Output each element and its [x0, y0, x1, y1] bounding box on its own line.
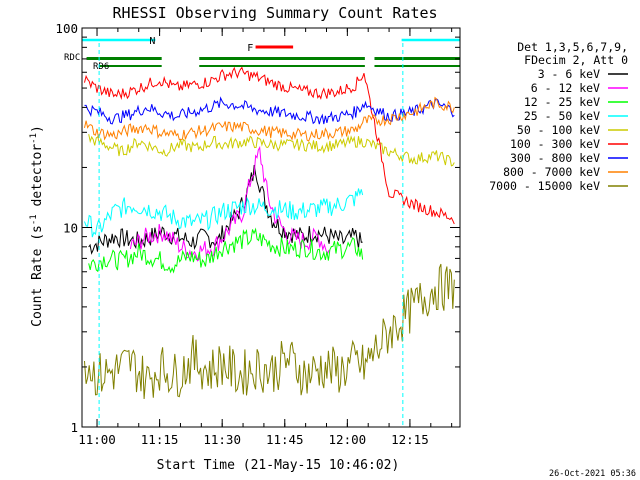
series-line-800-7000-kev [84, 96, 455, 142]
x-tick-label-0: 11:00 [78, 432, 116, 447]
chart-title: RHESSI Observing Summary Count Rates [112, 4, 437, 22]
overlay-layer: N F RDC RD6 [64, 36, 461, 427]
series-line-50-100-kev [88, 134, 455, 167]
legend-header-line-1: Det 1,3,5,6,7,9, [517, 40, 628, 54]
rdc-label: RDC [64, 53, 80, 63]
series-line-6-12-kev [129, 145, 330, 262]
footer-timestamp: 26-Oct-2021 05:36 [549, 469, 636, 479]
x-tick-label-5: 12:15 [391, 432, 429, 447]
legend-label-7000-15000-kev: 7000 - 15000 keV [489, 179, 600, 193]
x-axis-label: Start Time (21-May-15 10:46:02) [157, 458, 400, 473]
y-tick-label-0: 1 [70, 420, 78, 435]
legend-header-line-2: FDecim 2, Att 0 [524, 53, 628, 67]
series-line-12-25-kev [88, 227, 364, 274]
state-bar-label-n: N [149, 36, 155, 47]
y-axis-label: Count Rate (s-1 detector-1) [29, 125, 45, 327]
legend-label-3-6-kev: 3 - 6 keV [538, 67, 600, 81]
series-line-7000-15000-kev [84, 263, 455, 400]
legend-label-50-100-kev: 50 - 100 keV [517, 123, 600, 137]
legend-label-300-800-kev: 300 - 800 keV [510, 151, 600, 165]
legend-label-6-12-kev: 6 - 12 keV [531, 81, 600, 95]
y-tick-label-2: 100 [55, 21, 78, 36]
series-line-300-800-kev [84, 96, 455, 125]
axes-layer: 11:00 11:15 11:30 11:45 12:00 12:15 1 10 100 [55, 21, 461, 447]
x-tick-label-4: 12:00 [329, 432, 367, 447]
legend-label-100-300-kev: 100 - 300 keV [510, 137, 600, 151]
series-layer [84, 66, 455, 400]
legend: Det 1,3,5,6,7,9, FDecim 2, Att 0 3 - 6 k… [489, 40, 628, 193]
state-bar-label-f: F [247, 43, 253, 54]
x-tick-label-2: 11:30 [203, 432, 241, 447]
legend-label-800-7000-kev: 800 - 7000 keV [503, 165, 600, 179]
x-tick-label-1: 11:15 [141, 432, 179, 447]
legend-label-25-50-kev: 25 - 50 keV [524, 109, 600, 123]
y-tick-label-1: 10 [63, 221, 78, 236]
series-line-3-6-kev [88, 164, 363, 255]
x-tick-label-3: 11:45 [266, 432, 304, 447]
series-line-100-300-kev [84, 66, 455, 225]
series-line-25-50-kev [84, 188, 364, 238]
rd6-label: RD6 [93, 62, 109, 72]
legend-label-12-25-kev: 12 - 25 keV [524, 95, 600, 109]
